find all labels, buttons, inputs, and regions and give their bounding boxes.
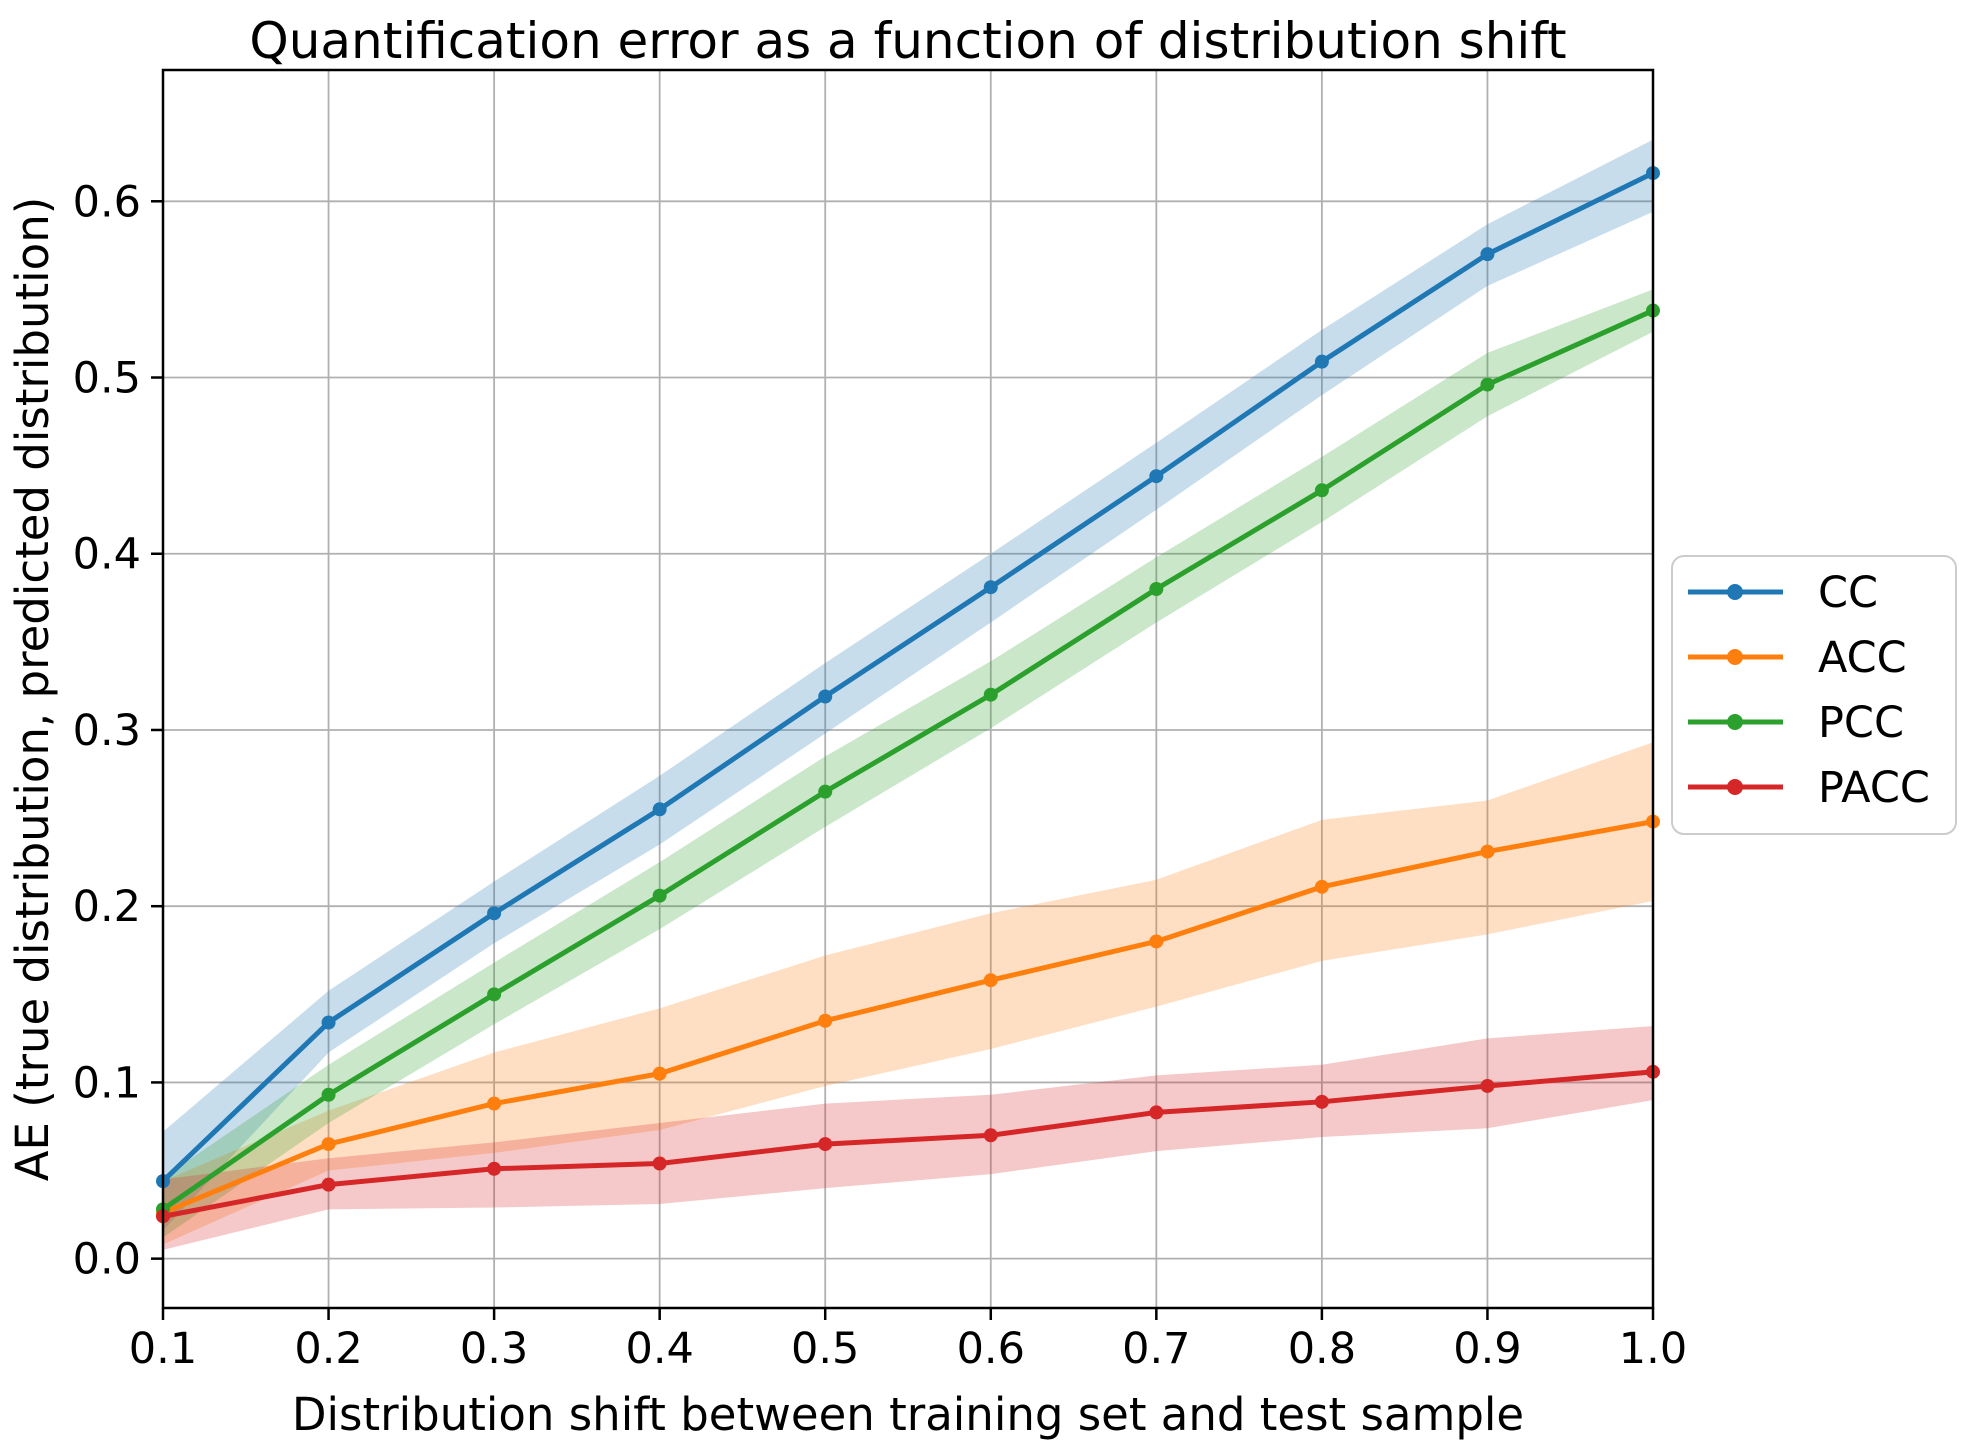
marker-PCC bbox=[321, 1087, 336, 1102]
marker-PCC bbox=[983, 687, 998, 702]
marker-CC bbox=[1314, 354, 1329, 369]
marker-PACC bbox=[652, 1156, 667, 1171]
marker-ACC bbox=[983, 973, 998, 988]
x-tick-label: 0.2 bbox=[294, 1324, 362, 1374]
x-axis-label: Distribution shift between training set … bbox=[292, 1388, 1524, 1441]
series-PCC bbox=[156, 303, 1660, 1217]
x-tick-label: 0.7 bbox=[1122, 1324, 1190, 1374]
y-tick-label: 0.6 bbox=[73, 177, 141, 227]
marker-PCC bbox=[818, 784, 833, 799]
marker-CC bbox=[1149, 469, 1164, 484]
y-axis-label: AE (true distribution, predicted distrib… bbox=[6, 197, 59, 1182]
marker-ACC bbox=[321, 1137, 336, 1152]
x-tick-label: 0.6 bbox=[957, 1324, 1025, 1374]
axis-ticks bbox=[151, 200, 1655, 1320]
marker-ACC bbox=[1149, 934, 1164, 949]
legend-item-ACC: ACC bbox=[1688, 633, 1907, 683]
marker-ACC bbox=[487, 1096, 502, 1111]
x-tick-label: 1.0 bbox=[1619, 1324, 1687, 1374]
marker-PCC bbox=[1149, 581, 1164, 596]
y-tick-label: 0.1 bbox=[73, 1058, 141, 1108]
legend-marker-PCC bbox=[1727, 714, 1743, 730]
legend-item-PACC: PACC bbox=[1688, 763, 1930, 813]
y-tick-label: 0.3 bbox=[73, 706, 141, 756]
x-tick-label: 0.5 bbox=[791, 1324, 859, 1374]
legend: CC ACC PCC PACC bbox=[1671, 555, 1957, 835]
legend-label-PACC: PACC bbox=[1818, 763, 1930, 813]
marker-ACC bbox=[818, 1013, 833, 1028]
band-CC bbox=[163, 139, 1653, 1231]
line-ACC bbox=[162, 819, 1654, 1216]
series-ACC bbox=[156, 814, 1660, 1220]
marker-CC bbox=[818, 689, 833, 704]
y-tick-label: 0.2 bbox=[73, 882, 141, 932]
band-ACC bbox=[163, 742, 1653, 1245]
marker-PACC bbox=[1314, 1094, 1329, 1109]
legend-box bbox=[1671, 555, 1957, 835]
marker-PACC bbox=[321, 1177, 336, 1192]
marker-PCC bbox=[652, 888, 667, 903]
line-PACC bbox=[162, 1069, 1654, 1219]
line-PCC bbox=[161, 308, 1655, 1212]
plot-frame bbox=[161, 68, 1655, 1310]
marker-PACC bbox=[1149, 1105, 1164, 1120]
marker-PCC bbox=[487, 987, 502, 1002]
marker-PACC bbox=[487, 1161, 502, 1176]
y-tick-label: 0.5 bbox=[73, 354, 141, 404]
marker-CC bbox=[983, 580, 998, 595]
legend-item-PCC: PCC bbox=[1688, 698, 1904, 748]
x-tick-label: 0.4 bbox=[625, 1324, 693, 1374]
marker-PACC bbox=[983, 1128, 998, 1143]
x-tick-label: 0.3 bbox=[460, 1324, 528, 1374]
marker-ACC bbox=[1480, 844, 1495, 859]
marker-CC bbox=[652, 802, 667, 817]
legend-label-ACC: ACC bbox=[1818, 633, 1907, 683]
marker-PCC bbox=[1480, 377, 1495, 392]
x-tick-label: 0.1 bbox=[129, 1324, 197, 1374]
line-CC bbox=[161, 170, 1655, 1183]
marker-PCC bbox=[1314, 483, 1329, 498]
band-PCC bbox=[163, 289, 1653, 1238]
legend-label-PCC: PCC bbox=[1818, 698, 1904, 748]
marker-ACC bbox=[652, 1066, 667, 1081]
legend-item-CC: CC bbox=[1688, 568, 1878, 618]
x-tick-label: 0.8 bbox=[1288, 1324, 1356, 1374]
marker-PACC bbox=[1480, 1078, 1495, 1093]
series-CC bbox=[156, 166, 1660, 1189]
legend-marker-CC bbox=[1727, 584, 1743, 600]
marker-ACC bbox=[1314, 879, 1329, 894]
marker-CC bbox=[487, 906, 502, 921]
plot-border bbox=[161, 68, 1655, 1310]
y-tick-labels: 0.0 0.1 0.2 0.3 0.4 0.5 0.6 bbox=[73, 177, 141, 1284]
marker-CC bbox=[321, 1015, 336, 1030]
marker-CC bbox=[1480, 247, 1495, 262]
legend-marker-PACC bbox=[1727, 779, 1743, 795]
y-tick-label: 0.0 bbox=[73, 1235, 141, 1285]
legend-marker-ACC bbox=[1727, 649, 1743, 665]
y-tick-label: 0.4 bbox=[73, 530, 141, 580]
chart-title: Quantification error as a function of di… bbox=[249, 12, 1566, 70]
legend-label-CC: CC bbox=[1818, 568, 1878, 618]
marker-PACC bbox=[818, 1137, 833, 1152]
x-tick-labels: 0.1 0.2 0.3 0.4 0.5 0.6 0.7 0.8 0.9 1.0 bbox=[129, 1324, 1687, 1374]
x-tick-label: 0.9 bbox=[1453, 1324, 1521, 1374]
